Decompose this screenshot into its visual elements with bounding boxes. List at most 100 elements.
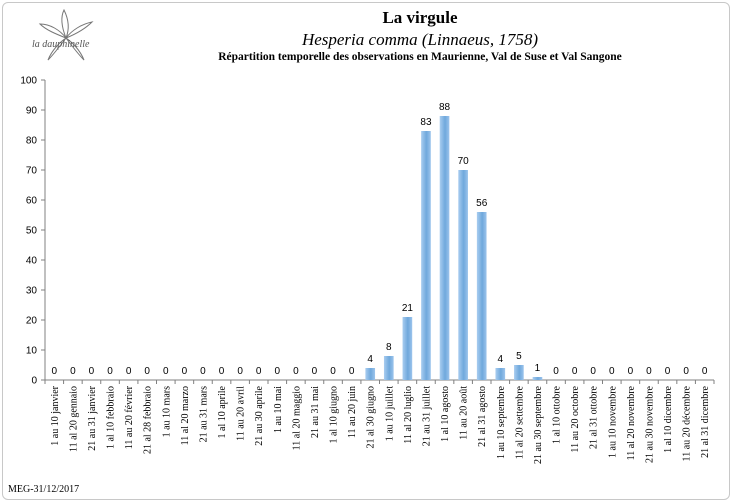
x-tick-label: 1 al 10 febbraio [106,386,117,449]
y-tick-label: 10 [26,346,38,357]
x-tick-label: 11 au 20 avril [236,386,247,441]
x-tick-label: 1 au 10 mars [161,386,172,437]
data-label: 0 [256,366,262,377]
bar [532,377,543,380]
data-label: 4 [498,354,504,365]
data-label: 0 [330,366,336,377]
data-label: 0 [89,366,95,377]
bar [402,317,413,380]
y-tick-label: 60 [26,196,38,207]
bar [495,368,506,380]
y-tick-label: 100 [20,76,37,87]
x-tick-label: 11 al 20 luglio [403,386,414,444]
x-tick-label: 1 au 10 mai [273,386,284,433]
x-tick-label: 1 au 10 janvier [50,385,61,445]
data-label: 70 [458,156,470,167]
y-tick-label: 50 [26,226,38,237]
footer-credit: MEG-31/12/2017 [8,484,80,495]
data-label: 0 [683,366,689,377]
x-tick-label: 1 au 10 novembre [607,385,618,457]
x-tick-label: 21 au 31 janvier [87,385,98,450]
data-label: 0 [126,366,132,377]
bar [421,131,431,380]
data-label: 0 [665,366,671,377]
data-label: 0 [107,366,113,377]
data-label: 0 [628,366,634,377]
x-tick-label: 11 au 20 août [459,386,470,440]
y-tick-label: 80 [26,136,38,147]
x-tick-label: 1 au 10 juillet [384,386,395,441]
x-tick-label: 11 al 20 marzo [180,386,191,445]
y-tick-label: 70 [26,166,38,177]
bar [365,368,376,380]
chart-title: La virgule [382,8,458,27]
data-label: 0 [182,366,188,377]
x-tick-label: 21 au 30 septembre [533,385,544,464]
x-tick-label: 11 au 20 octobre [570,385,581,452]
x-tick-label: 21 au 30 aprile [254,385,265,445]
data-label: 1 [535,363,541,374]
data-label: 88 [439,102,451,113]
x-tick-label: 11 au 20 février [124,385,135,449]
bar [514,365,524,380]
y-tick-label: 30 [26,286,38,297]
data-label: 0 [349,366,355,377]
x-tick-label: 11 al 20 novembre [626,385,637,460]
x-tick-label: 1 al 10 aprile [217,385,228,438]
chart-subtitle: Hesperia comma (Linnaeus, 1758) [301,30,539,49]
x-tick-label: 1 al 10 dicembre [663,385,674,452]
x-tick-label: 21 al 31 dicembre [700,385,711,457]
data-label: 0 [144,366,150,377]
data-label: 0 [275,366,281,377]
data-label: 0 [590,366,596,377]
x-tick-label: 1 al 10 ottobre [552,385,563,444]
x-tick-label: 1 al 10 agosto [440,386,451,442]
data-label: 0 [237,366,243,377]
data-label: 0 [646,366,652,377]
data-label: 0 [553,366,559,377]
bar [383,356,394,380]
x-tick-label: 11 au 20 décembre [682,385,693,461]
x-tick-label: 11 al 20 settembre [514,385,525,459]
data-label: 5 [516,351,522,362]
x-tick-label: 1 al 10 giugno [329,386,340,444]
x-tick-label: 1 au 10 septembre [496,385,507,459]
data-label: 83 [420,117,432,128]
x-tick-label: 21 au 31 mai [310,386,321,438]
logo-text: la dauphinelle [32,39,90,50]
data-label: 0 [219,366,225,377]
y-tick-label: 0 [31,376,37,387]
x-tick-label: 11 au 20 juin [347,386,358,438]
data-label: 0 [163,366,169,377]
data-label: 0 [70,366,76,377]
data-label: 0 [702,366,708,377]
data-label: 0 [609,366,615,377]
x-tick-label: 21 al 30 giugno [366,386,377,449]
chart-description: Répartition temporelle des observations … [218,51,622,63]
x-tick-label: 21 au 31 mars [198,386,209,442]
x-tick-label: 21 al 31 ottobre [589,385,600,449]
y-tick-label: 20 [26,316,38,327]
data-label: 0 [200,366,206,377]
data-label: 0 [293,366,299,377]
data-label: 56 [476,198,488,209]
x-tick-label: 21 al 31 agosto [477,386,488,447]
y-tick-label: 40 [26,256,38,267]
data-label: 0 [52,366,58,377]
data-label: 0 [572,366,578,377]
bar [476,212,487,380]
data-label: 21 [402,303,414,314]
x-tick-label: 21 al 28 febbraio [143,386,154,454]
dauphinelle-flower-logo [38,8,94,61]
data-label: 0 [312,366,318,377]
y-tick-label: 90 [26,106,38,117]
data-label: 4 [367,354,373,365]
x-tick-label: 21 au 31 juillet [421,386,432,446]
x-tick-label: 11 al 20 gennaio [68,386,79,452]
bar [458,170,468,380]
x-tick-label: 11 al 20 maggio [291,386,302,450]
data-label: 8 [386,342,392,353]
x-tick-label: 21 au 30 novembre [644,385,655,462]
